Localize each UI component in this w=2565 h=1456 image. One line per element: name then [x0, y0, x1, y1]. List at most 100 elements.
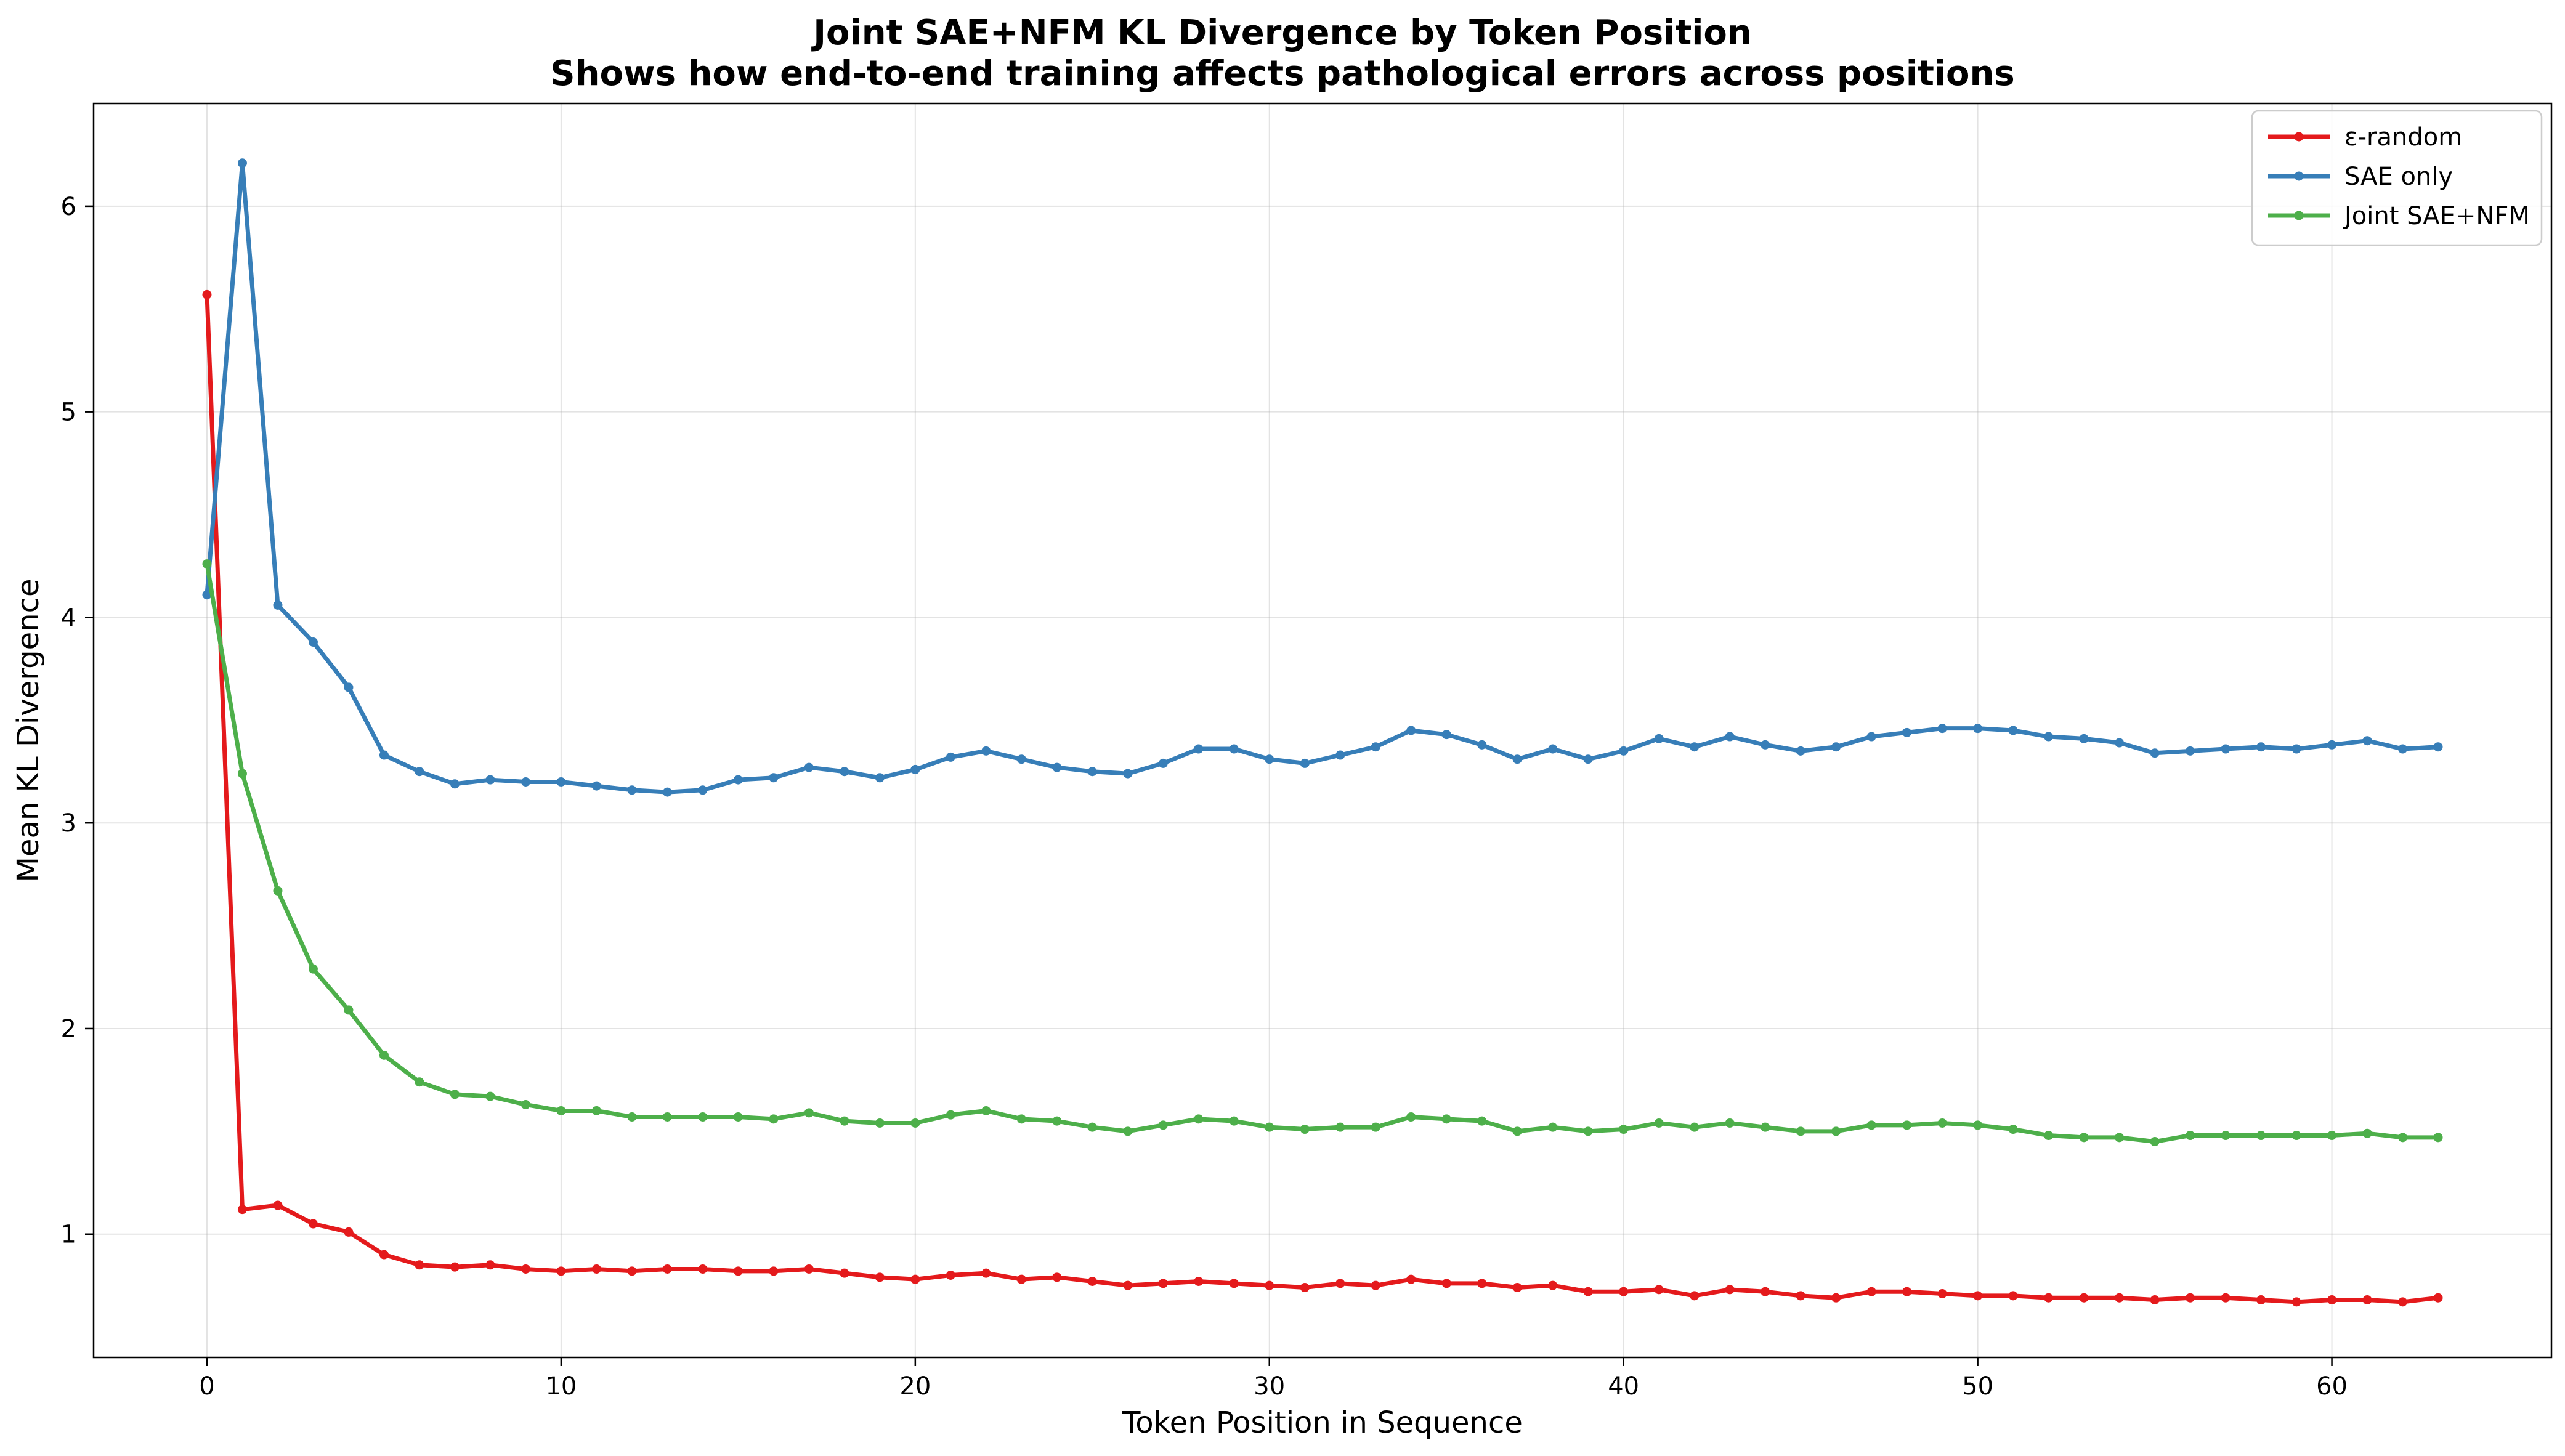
data-point	[2291, 744, 2301, 754]
data-point	[1548, 1122, 1558, 1132]
data-point	[2433, 742, 2443, 752]
data-point	[1158, 1120, 1168, 1130]
data-point	[1796, 746, 1805, 756]
data-point	[1123, 769, 1133, 779]
data-point	[344, 682, 354, 692]
data-point	[2186, 1293, 2195, 1303]
data-point	[308, 964, 318, 974]
data-point	[875, 1118, 885, 1128]
data-point	[662, 1264, 672, 1274]
data-point	[981, 746, 991, 756]
data-point	[1548, 744, 1558, 754]
x-tick-label: 10	[545, 1372, 577, 1401]
data-point	[591, 1264, 601, 1274]
data-point	[733, 1112, 743, 1122]
x-tick-label: 40	[1608, 1372, 1639, 1401]
data-point	[1866, 732, 1876, 742]
data-point	[2079, 1293, 2089, 1303]
data-point	[1194, 1114, 1204, 1124]
data-point	[2362, 1128, 2372, 1138]
data-point	[2115, 1293, 2125, 1303]
data-point	[2008, 1125, 2018, 1134]
data-point	[237, 769, 247, 779]
data-point	[2256, 1131, 2266, 1141]
series-1	[202, 158, 2443, 797]
data-point	[1548, 1280, 1558, 1290]
data-point	[1796, 1291, 1805, 1301]
data-point	[946, 752, 955, 762]
data-point	[2291, 1297, 2301, 1307]
data-point	[556, 1106, 566, 1115]
data-point	[733, 775, 743, 785]
data-point	[1937, 1118, 1947, 1128]
data-point	[1690, 1122, 1700, 1132]
data-point	[1619, 1125, 1629, 1134]
axis-ticks: 0 10 20 30 40 50 60 1 2 3 4 5 6	[61, 193, 2348, 1401]
series-line	[205, 294, 2439, 1304]
data-point	[1477, 1279, 1487, 1288]
data-point	[1335, 1122, 1345, 1132]
data-point	[1937, 1289, 1947, 1299]
legend-swatch-marker	[2294, 132, 2304, 142]
data-point	[1016, 1274, 1026, 1284]
data-point	[2044, 732, 2054, 742]
data-point	[1123, 1280, 1133, 1290]
data-point	[2398, 744, 2408, 754]
data-point	[1583, 1287, 1593, 1296]
data-point	[1087, 767, 1097, 777]
legend-box	[2251, 110, 2543, 246]
data-point	[1477, 1116, 1487, 1126]
data-point	[1725, 1118, 1735, 1128]
data-point	[2256, 742, 2266, 752]
data-point	[1406, 1112, 1416, 1122]
data-point	[1406, 1274, 1416, 1284]
data-point	[946, 1270, 955, 1280]
data-point	[1052, 1272, 1062, 1282]
data-point	[2186, 1131, 2195, 1141]
data-point	[981, 1268, 991, 1278]
y-tick-label: 6	[61, 193, 76, 221]
data-point	[1796, 1126, 1805, 1136]
data-point	[2150, 1295, 2160, 1305]
data-point	[1016, 754, 1026, 764]
data-point	[1619, 1287, 1629, 1296]
data-point	[2115, 1133, 2125, 1143]
legend-label: Joint SAE+NFM	[2343, 202, 2530, 230]
data-point	[415, 1260, 424, 1270]
data-point	[627, 785, 637, 795]
data-point	[202, 590, 212, 600]
data-point	[1087, 1122, 1097, 1132]
data-point	[2186, 746, 2195, 756]
data-point	[485, 1260, 495, 1270]
data-point	[698, 1264, 708, 1274]
data-point	[273, 1200, 283, 1210]
data-point	[1300, 1283, 1310, 1293]
data-point	[1866, 1120, 1876, 1130]
data-point	[910, 764, 920, 774]
data-point	[875, 773, 885, 783]
data-point	[1761, 1287, 1770, 1296]
data-point	[485, 1091, 495, 1101]
y-tick-label: 5	[61, 398, 76, 427]
chart-subtitle: Shows how end-to-end training affects pa…	[550, 54, 2014, 94]
data-point	[769, 1266, 779, 1276]
data-point	[1335, 750, 1345, 760]
data-point	[450, 779, 460, 789]
data-point	[2362, 736, 2372, 746]
data-point	[1158, 1279, 1168, 1288]
data-point	[521, 1264, 530, 1274]
data-point	[804, 1264, 814, 1274]
data-point	[485, 775, 495, 785]
data-point	[910, 1118, 920, 1128]
data-point	[1902, 1120, 1912, 1130]
x-tick-label: 50	[1962, 1372, 1993, 1401]
series-lines	[202, 158, 2443, 1307]
data-point	[910, 1274, 920, 1284]
data-point	[2327, 1295, 2337, 1305]
data-point	[2398, 1297, 2408, 1307]
data-point	[804, 1108, 814, 1118]
data-point	[202, 289, 212, 299]
data-point	[1371, 1122, 1380, 1132]
series-0	[202, 289, 2443, 1307]
